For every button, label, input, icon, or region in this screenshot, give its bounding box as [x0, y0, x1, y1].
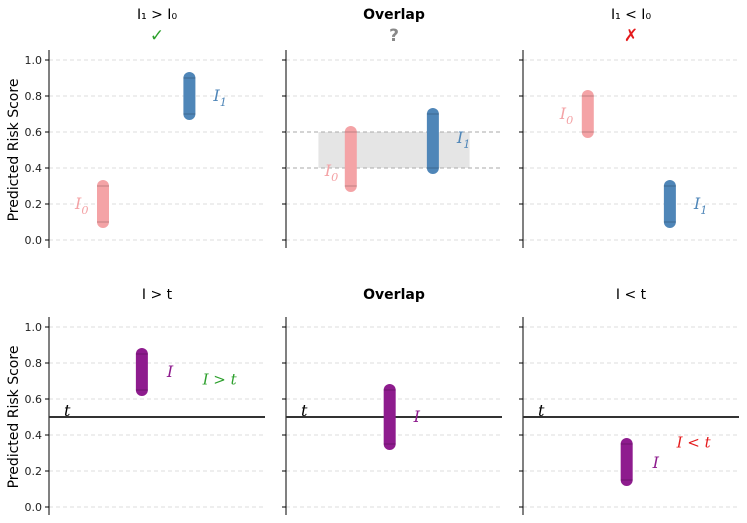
range-bar-I: [383, 384, 396, 450]
bar-label-I1: I1: [212, 86, 226, 109]
panel-top-left: 0.0 0.2 0.4 0.6 0.8 1.0 I₁ > I₀ ✓ I0 I1: [25, 7, 265, 248]
y-tick-label: 0.2: [25, 465, 43, 478]
y-axis-label-top: Predicted Risk Score: [6, 79, 22, 222]
bar-label-I0: I0: [74, 194, 88, 217]
bar-label-I: I: [652, 453, 660, 472]
y-tick-label: 1.0: [25, 54, 43, 67]
y-tick-label: 0.8: [25, 90, 43, 103]
bar-label-I0: I0: [324, 161, 338, 184]
threshold-label: t: [538, 401, 545, 420]
y-axis-label-bottom: Predicted Risk Score: [6, 346, 22, 489]
y-tick-label: 0.4: [25, 429, 43, 442]
range-bar-I0: [344, 126, 357, 192]
y-tick-label: 0.8: [25, 357, 43, 370]
y-tick-label: 0.0: [25, 501, 43, 514]
status-mark: ✗: [624, 26, 638, 46]
y-tick-label: 0.4: [25, 162, 43, 175]
bar-label-I: I: [413, 407, 421, 426]
panel-bottom-left: 0.0 0.2 0.4 0.6 0.8 1.0 I > t t I I > t: [25, 287, 265, 515]
threshold-label: t: [301, 401, 308, 420]
panel-title: Overlap: [363, 7, 425, 23]
bar-label-I1: I1: [456, 128, 470, 151]
range-bar-I1: [663, 180, 676, 228]
bar-label-I1: I1: [693, 194, 707, 217]
status-mark: ✓: [150, 26, 164, 46]
panel-bottom-middle: Overlap t I: [282, 287, 502, 515]
panel-title: Overlap: [363, 287, 425, 303]
bar-label-I0: I0: [559, 104, 573, 127]
range-bar-I: [135, 348, 148, 396]
panel-top-right: I₁ < I₀ ✗ I0 I1: [519, 7, 739, 248]
range-bar-I: [620, 438, 633, 486]
status-mark: ?: [389, 26, 399, 46]
y-tick-label: 0.6: [25, 126, 43, 139]
range-bar-I1: [183, 72, 196, 120]
y-tick-label: 0.6: [25, 393, 43, 406]
outcome-annotation: I < t: [676, 434, 712, 452]
panel-bottom-right: I < t t I I < t: [519, 287, 739, 515]
outcome-annotation: I > t: [202, 371, 238, 389]
bar-label-I: I: [166, 362, 174, 381]
panel-title: I₁ > I₀: [137, 7, 178, 23]
panel-title: I₁ < I₀: [611, 7, 652, 23]
threshold-label: t: [64, 401, 71, 420]
y-tick-label: 0.2: [25, 198, 43, 211]
y-tick-label: 0.0: [25, 234, 43, 247]
panel-top-middle: Overlap? I0 I1: [282, 7, 502, 248]
range-bar-I0: [581, 90, 594, 138]
range-bar-I1: [426, 108, 439, 174]
panel-title: I < t: [616, 287, 647, 303]
y-tick-label: 1.0: [25, 321, 43, 334]
range-bar-I0: [97, 180, 109, 228]
overlap-band: [318, 132, 470, 168]
panel-title: I > t: [142, 287, 173, 303]
